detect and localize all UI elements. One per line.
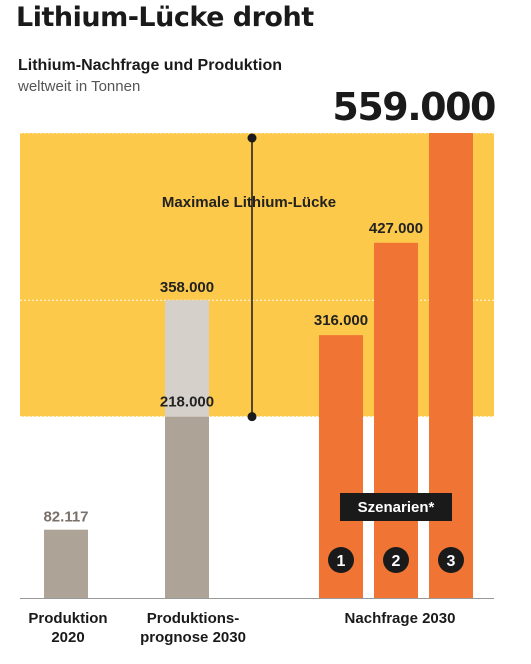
scenario-badge-1	[328, 547, 354, 573]
scenario-number-1: 1	[337, 553, 346, 570]
x-label-production-2020: Produktion 2020	[28, 610, 108, 646]
scenario-number-3: 3	[447, 553, 456, 570]
scenario-tag-label: Szenarien*	[358, 499, 435, 516]
headline: Lithium-Lücke droht	[16, 2, 314, 33]
chart-subtitle: Lithium-Nachfrage und Produktion	[18, 57, 282, 74]
gap-arrow-bottom-dot	[247, 412, 257, 422]
x-label-production-forecast-2030: Produktions- prognose 2030	[140, 610, 246, 646]
gap-band	[20, 133, 494, 417]
x-label-demand-2030: Nachfrage 2030	[344, 610, 456, 627]
bar-demand-scenario-2	[374, 242, 418, 598]
value-label-production-2020: 82.117	[43, 509, 88, 526]
scenario-badge-3	[438, 547, 464, 573]
bar-forecast-high	[165, 300, 209, 417]
unit-label: weltweit in Tonnen	[18, 78, 141, 95]
scenario-number-2: 2	[392, 553, 401, 570]
value-label-forecast-high: 358.000	[160, 279, 214, 296]
scenario-tag	[340, 493, 452, 521]
bar-demand-scenario-3	[429, 133, 473, 598]
gap-band-label: Maximale Lithium-Lücke	[162, 194, 336, 211]
max-demand-value: 559.000	[332, 85, 496, 129]
bar-forecast-low	[165, 416, 209, 598]
value-label-scenario-1: 316.000	[314, 312, 368, 329]
value-label-forecast-low: 218.000	[160, 394, 214, 411]
bar-production-2020	[44, 529, 88, 598]
value-label-scenario-2: 427.000	[369, 220, 423, 237]
scenario-badge-2	[383, 547, 409, 573]
gap-arrow-top-dot	[247, 133, 257, 143]
